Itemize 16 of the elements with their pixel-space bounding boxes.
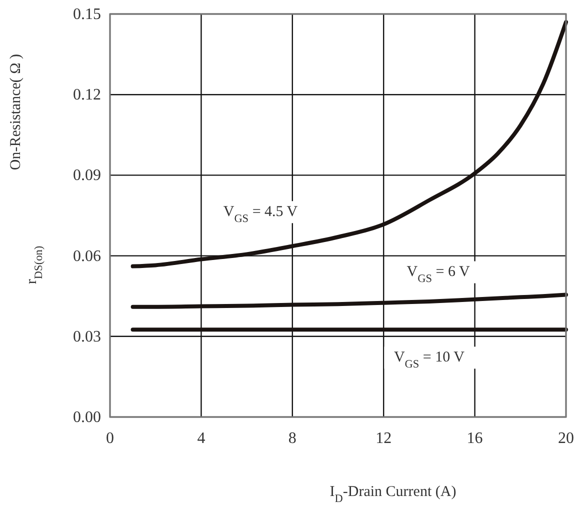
x-tick-label: 8 <box>288 430 296 447</box>
x-axis-title: I$_{D}$-Drain Current (A) <box>330 484 456 505</box>
y-tick-label: 0.12 <box>73 86 101 104</box>
y-tick-label: 0.09 <box>73 167 101 184</box>
x-tick-label: 20 <box>558 430 574 447</box>
x-tick-label: 16 <box>466 430 483 447</box>
series-label: V$_{GS}$ = 6 V <box>406 264 470 286</box>
y-tick-label: 0.06 <box>73 248 101 265</box>
series-label: V$_{GS}$ = 4.5 V <box>223 204 298 226</box>
y-tick-label: 0.15 <box>73 6 101 23</box>
x-tick-label: 12 <box>376 430 392 447</box>
x-tick-label: 4 <box>197 430 206 447</box>
y-tick-label: 0.03 <box>73 328 101 346</box>
x-tick-label: 0 <box>106 430 114 447</box>
y-tick-label: 0.00 <box>73 409 101 426</box>
series-label: V$_{GS}$ = 10 V <box>394 350 465 371</box>
